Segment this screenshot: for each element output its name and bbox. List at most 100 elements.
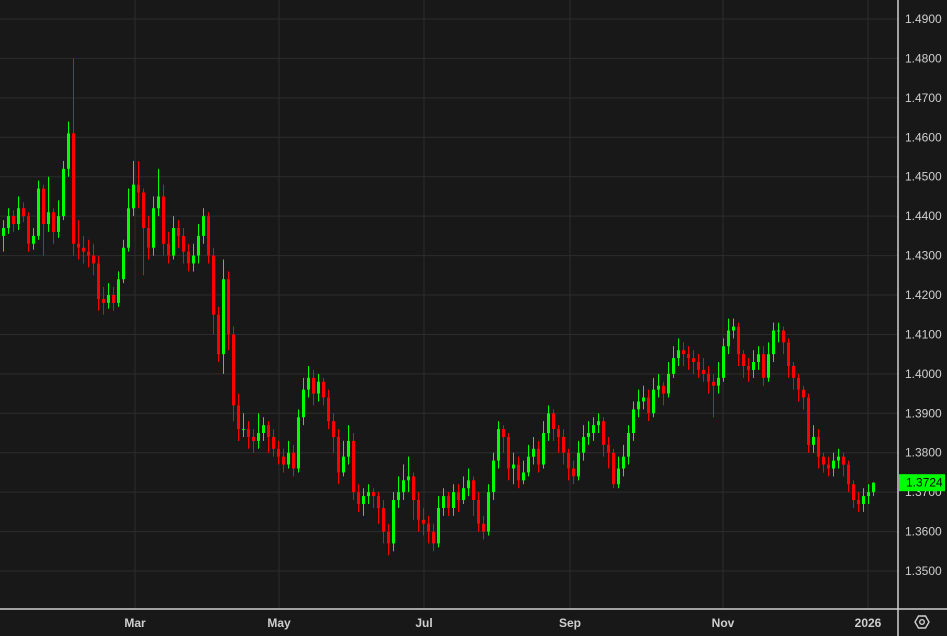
candle-body [567, 452, 570, 469]
candle-body [782, 330, 785, 343]
candle [82, 235, 85, 264]
candle-body [847, 464, 850, 485]
candle-body [322, 381, 325, 398]
candle [312, 369, 315, 406]
x-axis-ticks[interactable]: 2025MarMayJulSepNov2026 [0, 616, 882, 630]
candle [407, 456, 410, 493]
candle-body [597, 421, 600, 426]
candle [597, 413, 600, 434]
candle [682, 342, 685, 366]
candle-body [122, 247, 125, 280]
candle [207, 212, 210, 264]
candle [542, 421, 545, 469]
candle [32, 227, 35, 250]
candle [387, 523, 390, 556]
candle [712, 373, 715, 418]
candle-body [587, 433, 590, 437]
candle [482, 515, 485, 540]
candle [237, 393, 240, 441]
candle [817, 429, 820, 469]
candle [662, 381, 665, 406]
candle [672, 346, 675, 378]
candle-body [467, 480, 470, 489]
candle [517, 456, 520, 489]
candle-body [317, 381, 320, 394]
candle [2, 220, 5, 252]
candle-body [547, 413, 550, 434]
candle [227, 271, 230, 351]
candle-body [382, 507, 385, 532]
candle [187, 243, 190, 272]
candle-body [817, 436, 820, 457]
candle [592, 417, 595, 441]
candle-body [427, 523, 430, 532]
candle-body [552, 413, 555, 430]
candle-body [512, 464, 515, 469]
settings-button[interactable] [914, 615, 930, 629]
candle [272, 429, 275, 457]
y-tick-label: 1.4000 [905, 367, 942, 381]
x-tick-label: May [267, 616, 291, 630]
candle-body [812, 436, 815, 445]
candle [702, 358, 705, 382]
candle-body [457, 492, 460, 501]
candle-body [67, 133, 70, 169]
candle-body [767, 354, 770, 378]
candle [607, 436, 610, 469]
candle [512, 452, 515, 485]
candle [792, 362, 795, 390]
candle [372, 488, 375, 508]
candle [27, 212, 30, 252]
candle-body [757, 354, 760, 363]
candle [72, 58, 75, 256]
candle [462, 476, 465, 504]
hexagon-gear-icon[interactable] [914, 615, 930, 629]
y-axis-ticks[interactable]: 1.35001.36001.37001.38001.39001.40001.41… [905, 12, 942, 578]
candle [642, 385, 645, 410]
candle [872, 482, 875, 497]
candle-body [277, 448, 280, 457]
candle [752, 350, 755, 378]
candle-body [577, 452, 580, 477]
y-tick-label: 1.4100 [905, 327, 942, 341]
candle-body [602, 421, 605, 445]
candle [57, 200, 60, 238]
candle-body [687, 354, 690, 359]
candle [177, 220, 180, 248]
candle-body [442, 496, 445, 508]
candle-body [537, 448, 540, 465]
candle [87, 239, 90, 268]
candle [12, 210, 15, 232]
candle-body [657, 385, 660, 390]
candle-body [482, 523, 485, 532]
candle [692, 350, 695, 374]
candle-body [452, 492, 455, 508]
candle-body [297, 417, 300, 469]
candle-body [312, 377, 315, 394]
candle [337, 429, 340, 485]
candle-body [747, 365, 750, 370]
candle [162, 184, 165, 256]
candle-body [852, 484, 855, 501]
candle-body [422, 519, 425, 524]
candle-body [772, 330, 775, 355]
candle-body [117, 279, 120, 303]
x-tick-label: 2026 [855, 616, 882, 630]
candle-body [347, 440, 350, 457]
candle-body [472, 480, 475, 501]
candle [602, 417, 605, 457]
candle [497, 421, 500, 469]
candle-body [2, 227, 5, 236]
candle-body [487, 492, 490, 532]
y-tick-label: 1.4200 [905, 288, 942, 302]
y-tick-label: 1.3500 [905, 564, 942, 578]
candle [797, 373, 800, 402]
candle [17, 196, 20, 230]
candle [572, 460, 575, 485]
candle [612, 448, 615, 489]
candle [402, 464, 405, 501]
candle-body [822, 456, 825, 465]
candle [802, 385, 805, 410]
candle-body [237, 405, 240, 430]
